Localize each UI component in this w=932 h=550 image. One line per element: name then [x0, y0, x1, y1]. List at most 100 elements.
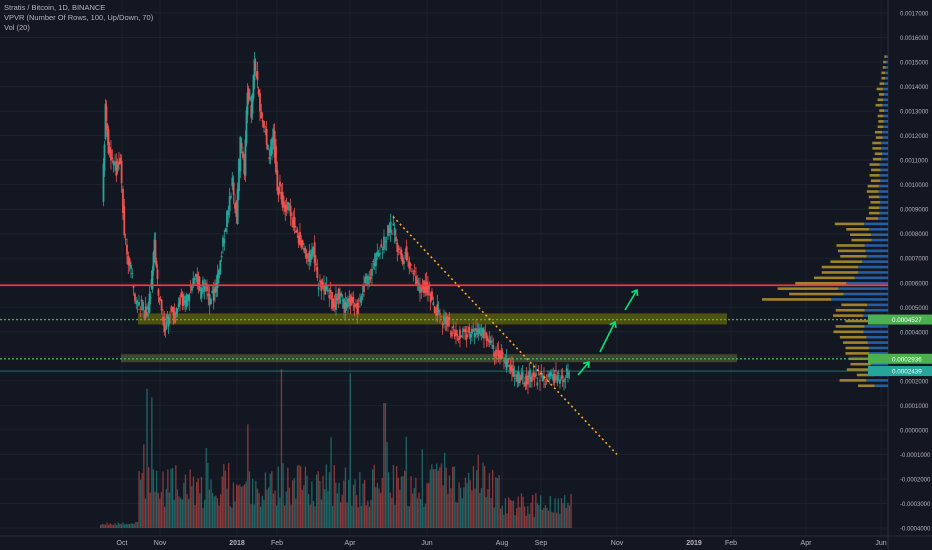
- candle-body: [199, 289, 202, 292]
- volume-indicator-label[interactable]: Vol (20): [4, 23, 30, 32]
- volume-bar: [280, 369, 283, 528]
- vpvr-indicator-label[interactable]: VPVR (Number Of Rows, 100, Up/Down, 70): [4, 13, 154, 22]
- candle-body: [512, 368, 515, 377]
- candle-body: [505, 358, 508, 370]
- volume-bar: [356, 495, 358, 528]
- vpvr-bar-up: [886, 55, 888, 58]
- volume-bar: [312, 500, 315, 528]
- volume-bar: [552, 512, 555, 528]
- volume-bar: [370, 499, 372, 528]
- volume-bar: [364, 479, 366, 528]
- volume-bar: [388, 472, 390, 528]
- volume-bar: [442, 485, 444, 528]
- candle-body: [427, 284, 429, 296]
- volume-bar: [336, 493, 339, 528]
- candle-body: [220, 255, 223, 258]
- price-badge-lower: 0.0002936: [892, 356, 922, 363]
- vpvr-bar-up: [867, 341, 888, 344]
- candle-body: [250, 105, 253, 119]
- volume-bar: [396, 466, 398, 528]
- candle-body: [296, 229, 299, 233]
- candle-body: [230, 195, 232, 198]
- volume-bar: [333, 465, 335, 528]
- volume-bar: [114, 523, 116, 528]
- vpvr-bar-up: [831, 298, 888, 301]
- last-price-badge-box[interactable]: [889, 366, 932, 377]
- volume-bar: [188, 499, 190, 528]
- arrow-up-right-icon[interactable]: [624, 289, 638, 311]
- time-tick-label: Nov: [154, 540, 167, 547]
- candle-body: [392, 223, 395, 226]
- volume-bar: [415, 477, 417, 528]
- volume-bar: [432, 469, 435, 528]
- candle-body: [149, 297, 152, 299]
- vpvr-bar-down: [870, 179, 881, 183]
- candle-body: [415, 276, 417, 285]
- vpvr-bar-up: [866, 254, 888, 258]
- volume-bar: [272, 493, 275, 528]
- candle-body: [144, 306, 147, 319]
- candle-body: [218, 269, 220, 278]
- vpvr-bar-up: [846, 281, 888, 285]
- volume-bar: [466, 482, 468, 528]
- candle-body: [436, 304, 439, 317]
- candle-body: [299, 231, 301, 246]
- vpvr-bar-down: [858, 384, 875, 388]
- volume-bar: [320, 499, 323, 528]
- vpvr-bar-up: [882, 136, 888, 139]
- vpvr-bar-down: [833, 314, 864, 317]
- vpvr-bar-down: [865, 217, 879, 220]
- volume-bar: [252, 478, 254, 528]
- candle-body: [287, 201, 289, 211]
- volume-bar: [444, 452, 446, 528]
- volume-bar: [472, 465, 475, 528]
- candle-body: [181, 294, 184, 306]
- volume-bar: [146, 388, 148, 528]
- candle-body: [539, 380, 541, 382]
- candle-body: [210, 299, 212, 305]
- volume-bar: [103, 524, 105, 528]
- vpvr-bar-up: [868, 346, 888, 350]
- time-tick-label: Oct: [117, 540, 128, 547]
- candle-body: [253, 59, 256, 81]
- symbol-title[interactable]: Stratis / Bitcoin, 1D, BINANCE: [4, 3, 106, 12]
- volume-bar: [392, 464, 395, 528]
- candle-body: [444, 317, 447, 324]
- volume-bar: [228, 463, 230, 528]
- last-price-badge: 0.0002439: [892, 369, 922, 376]
- volume-bar: [250, 504, 252, 528]
- candle-body: [300, 240, 303, 248]
- volume-bar: [237, 485, 239, 528]
- volume-bar: [224, 470, 227, 528]
- candle-body: [345, 303, 348, 308]
- candle-body: [523, 383, 525, 384]
- candle-body: [160, 300, 163, 311]
- volume-bar: [248, 471, 251, 528]
- candle-body: [395, 236, 397, 242]
- arrow-up-right-icon[interactable]: [577, 361, 590, 376]
- volume-bar: [384, 403, 387, 528]
- price-tick-label: -0.0002000: [900, 477, 931, 483]
- volume-bar: [271, 471, 273, 528]
- volume-bar: [172, 468, 174, 528]
- candle-body: [275, 146, 277, 173]
- candle-body: [284, 204, 287, 212]
- price-tick-label: -0.0001000: [900, 453, 931, 459]
- price-tick-label: 0.0000000: [900, 428, 929, 434]
- arrow-up-right-icon[interactable]: [599, 321, 616, 353]
- volume-bar: [519, 507, 521, 528]
- volume-bar: [167, 469, 169, 528]
- price-badge-lower-box[interactable]: [889, 353, 932, 364]
- candle-body: [455, 329, 457, 335]
- candle-body: [170, 306, 173, 312]
- candle-body: [559, 379, 561, 384]
- candle-body: [496, 350, 499, 352]
- price-badge-upper-box[interactable]: [889, 314, 932, 325]
- vpvr-bar-down: [868, 195, 880, 199]
- candle-body: [304, 247, 307, 254]
- candle-body: [363, 285, 365, 292]
- candle-body: [115, 161, 118, 176]
- vpvr-bar-down: [870, 201, 881, 204]
